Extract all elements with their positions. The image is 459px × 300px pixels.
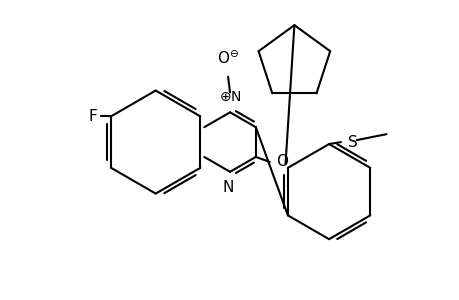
- Text: O: O: [276, 154, 288, 169]
- Text: S: S: [347, 135, 357, 150]
- Text: O$^{\ominus}$: O$^{\ominus}$: [217, 50, 239, 68]
- Text: N: N: [222, 180, 233, 195]
- Text: $\oplus$N: $\oplus$N: [218, 89, 241, 103]
- Text: F: F: [89, 109, 97, 124]
